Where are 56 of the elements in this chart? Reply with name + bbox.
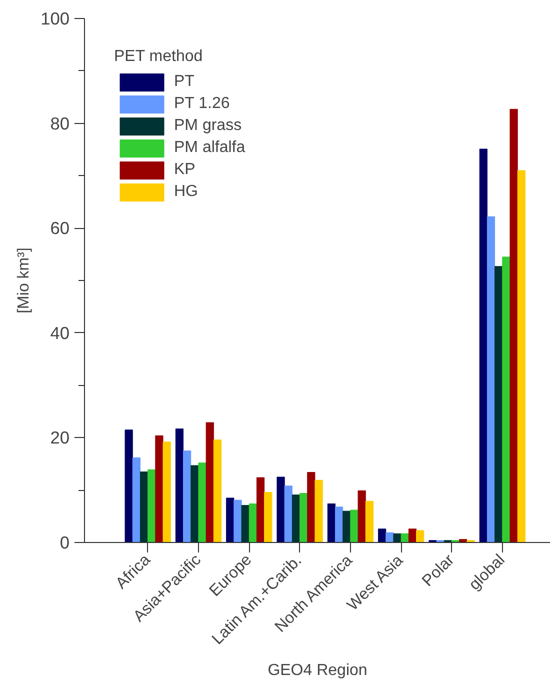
bar bbox=[416, 530, 424, 542]
bar bbox=[162, 442, 171, 542]
bar bbox=[175, 428, 184, 542]
bar bbox=[148, 469, 156, 542]
bar bbox=[517, 170, 526, 542]
legend-title: PET method bbox=[114, 48, 204, 66]
bar bbox=[132, 457, 140, 542]
bar bbox=[378, 528, 386, 542]
bar bbox=[365, 500, 374, 542]
bar bbox=[510, 108, 518, 542]
bar bbox=[183, 450, 192, 542]
bar bbox=[386, 532, 394, 542]
bar bbox=[264, 492, 272, 542]
x-axis-title: GEO4 Region bbox=[268, 662, 368, 680]
legend-label: PT bbox=[174, 73, 194, 91]
bar bbox=[124, 430, 133, 542]
legend-label: PT 1.26 bbox=[174, 95, 230, 113]
bar bbox=[342, 510, 351, 542]
bar bbox=[155, 435, 164, 542]
legend-label: PM alfalfa bbox=[174, 139, 246, 157]
y-tick-label: 60 bbox=[50, 218, 70, 238]
legend-label: HG bbox=[174, 183, 198, 201]
y-tick-label: 20 bbox=[50, 428, 70, 448]
bar bbox=[393, 533, 402, 542]
bar bbox=[248, 503, 257, 542]
legend-label: PM grass bbox=[174, 117, 242, 135]
bar bbox=[276, 476, 285, 542]
bar bbox=[198, 462, 206, 542]
bar bbox=[502, 256, 510, 542]
bar bbox=[300, 492, 308, 542]
bar bbox=[292, 494, 300, 542]
y-tick-label: 0 bbox=[60, 532, 70, 552]
bar bbox=[494, 266, 503, 542]
bar bbox=[327, 503, 336, 542]
bar bbox=[226, 498, 234, 542]
bar bbox=[256, 477, 265, 542]
y-axis-title: [Mio km³] bbox=[16, 248, 33, 314]
bar bbox=[334, 506, 344, 542]
bar bbox=[479, 148, 488, 542]
bar bbox=[206, 422, 214, 542]
bar bbox=[408, 528, 417, 542]
bar bbox=[314, 480, 323, 542]
y-tick-label: 40 bbox=[50, 322, 70, 343]
bar bbox=[213, 440, 222, 542]
bar bbox=[350, 510, 358, 542]
bar bbox=[241, 505, 250, 542]
bar bbox=[284, 486, 292, 542]
bar bbox=[190, 465, 199, 542]
y-tick-label: 80 bbox=[50, 113, 70, 134]
y-tick-label: 100 bbox=[40, 8, 70, 28]
bar bbox=[234, 500, 242, 542]
bar bbox=[307, 472, 316, 542]
legend-label: KP bbox=[174, 161, 196, 179]
bar bbox=[358, 490, 366, 542]
bar bbox=[140, 472, 148, 542]
bar bbox=[486, 216, 496, 542]
